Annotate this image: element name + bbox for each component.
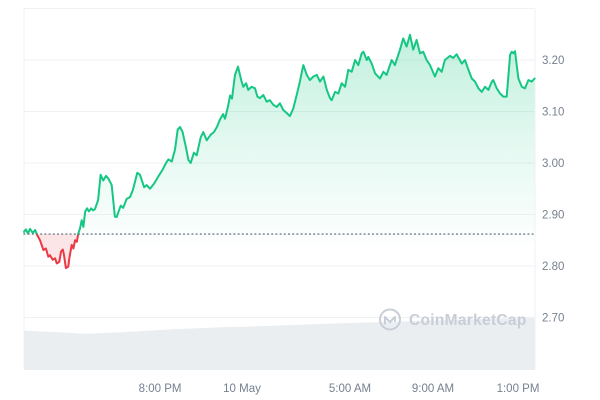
coinmarketcap-logo-m-glyph	[383, 316, 396, 325]
price-line-up	[77, 33, 536, 236]
y-axis-tick-label: 3.20	[542, 55, 564, 67]
x-axis-tick-label: 5:00 AM	[329, 383, 371, 395]
y-axis-tick-label: 2.80	[542, 261, 564, 273]
below-baseline-fill	[36, 234, 79, 269]
price-area-fill	[24, 34, 535, 370]
coinmarketcap-watermark: CoinMarketCap	[379, 308, 527, 331]
y-axis-tick-label: 3.10	[542, 107, 564, 119]
x-axis-tick-label: 1:00 PM	[497, 383, 540, 395]
y-axis-tick-label: 3.00	[542, 158, 564, 170]
chart-hover-surface[interactable]	[24, 9, 535, 370]
coinmarketcap-logo-icon	[379, 308, 401, 331]
x-axis-tick-label: 10 May	[223, 383, 261, 395]
x-axis-tick-label: 8:00 PM	[139, 383, 182, 395]
x-axis-tick-label: 9:00 AM	[412, 383, 454, 395]
price-line-down	[35, 233, 80, 270]
y-axis-tick-label: 2.90	[542, 210, 564, 222]
watermark-text: CoinMarketCap	[409, 312, 527, 329]
y-axis-tick-label: 2.70	[542, 313, 564, 325]
price-line-up	[23, 227, 38, 236]
